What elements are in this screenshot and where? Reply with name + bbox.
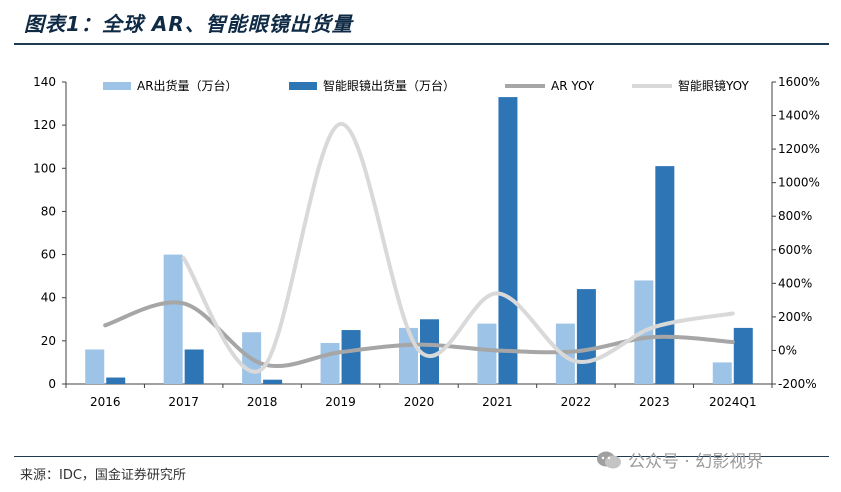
legend-ar-yoy-label: AR YOY [551,79,595,93]
glasses-yoy-line [181,121,735,374]
glasses-shipment-bar [576,289,596,384]
y-left-tick-label: 60 [41,248,56,262]
bottom-divider [14,456,829,457]
y-left-tick-label: 140 [33,75,56,89]
bars-layer [85,97,753,384]
x-tick-label: 2018 [247,395,278,409]
x-tick-label: 2016 [90,395,121,409]
chart-title: 图表1：全球 AR、智能眼镜出货量 [24,12,353,36]
x-tick-label: 2023 [639,395,670,409]
legend-ar-shipment-label: AR出货量（万台） [137,78,238,93]
ar-shipment-bar [477,323,497,384]
y-left-tick-label: 100 [33,161,56,175]
glasses-shipment-bar [341,330,361,384]
y-right-tick-label: -200% [778,377,817,391]
y-right-tick-label: 1600% [778,75,820,89]
legend-ar-yoy: AR YOY [505,79,595,93]
x-tick-label: 2024Q1 [709,395,757,409]
axes-layer: 0 20 40 60 80 100 120 140 -200% 0% 200% 400% 600% 800… [33,75,820,409]
y-right-tick-label: 1400% [778,109,820,123]
x-tick-label: 2020 [404,395,435,409]
ar-shipment-bar [712,362,732,384]
source-note: 来源：IDC，国金证券研究所 [20,468,186,483]
glasses-shipment-bar [263,379,283,384]
y-right-tick-label: 800% [778,209,812,223]
ar-shipment-bar [399,327,418,384]
glasses-shipment-bar [420,319,439,384]
ar-shipment-bar [163,254,183,384]
legend-glasses-shipment-swatch [289,82,317,90]
lines-layer [103,121,735,374]
x-tick-label: 2021 [482,395,513,409]
legend: AR出货量（万台） 智能眼镜出货量（万台） AR YOY 智能眼镜YOY [103,78,749,93]
top-divider [14,43,829,45]
wechat-icon [597,451,621,468]
glasses-shipment-bar [106,377,126,384]
y-right-tick-label: 1200% [778,142,820,156]
y-left-tick-label: 20 [41,334,56,348]
legend-ar-shipment-swatch [103,82,131,90]
y-right-tick-label: 0% [778,343,797,357]
watermark-text: 公众号 · 幻影视界 [628,452,764,472]
legend-glasses-yoy: 智能眼镜YOY [632,78,749,93]
y-right-tick-label: 1000% [778,176,820,190]
y-left-tick-label: 120 [33,118,56,132]
glasses-shipment-bar [733,327,753,384]
y-left-tick-label: 40 [41,291,56,305]
y-left-tick-label: 80 [41,204,56,218]
watermark: 公众号 · 幻影视界 [596,447,763,472]
ar-shipment-bar [320,343,340,384]
glasses-shipment-bar [655,166,675,384]
legend-ar-shipment: AR出货量（万台） [103,78,238,93]
glasses-shipment-bar [184,349,204,384]
ar-shipment-bar [85,349,105,384]
y-right-tick-label: 600% [778,243,812,257]
x-tick-label: 2017 [168,395,199,409]
legend-glasses-yoy-label: 智能眼镜YOY [678,78,749,93]
legend-glasses-shipment-label: 智能眼镜出货量（万台） [323,78,455,93]
y-right-tick-label: 400% [778,276,812,290]
glasses-shipment-bar [498,97,518,384]
y-left-tick-label: 0 [48,377,56,391]
y-right-tick-label: 200% [778,310,812,324]
legend-glasses-shipment: 智能眼镜出货量（万台） [289,78,455,93]
x-tick-label: 2022 [561,395,592,409]
x-tick-label: 2019 [325,395,356,409]
